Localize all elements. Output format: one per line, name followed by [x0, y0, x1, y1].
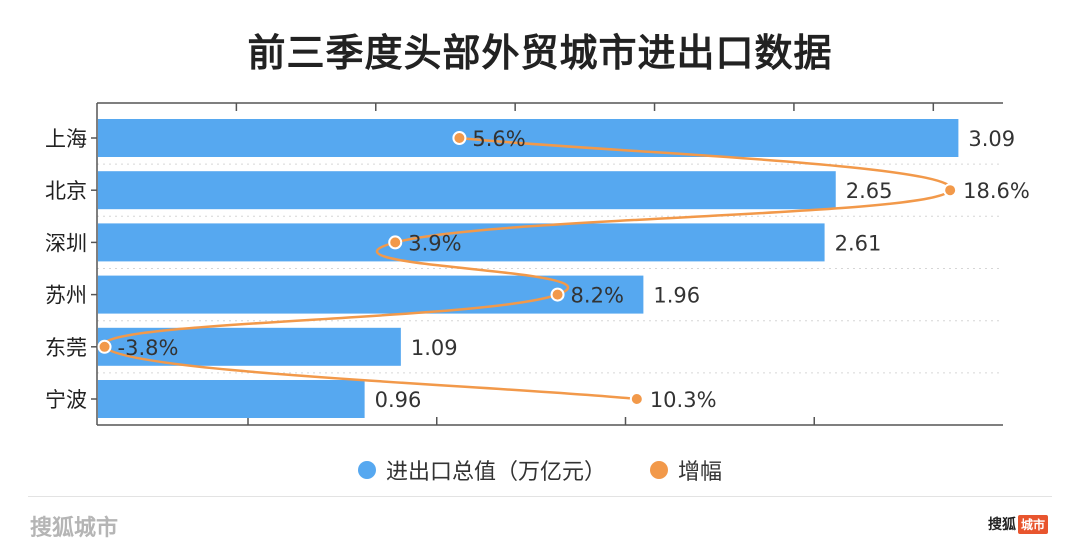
growth-value-label: 8.2%	[571, 284, 624, 308]
growth-point	[943, 183, 958, 198]
category-label: 东莞	[45, 336, 87, 360]
growth-point	[388, 235, 403, 250]
legend-growth-label: 增幅	[678, 460, 723, 485]
footer-logo: 搜狐 城市	[988, 514, 1048, 534]
footer-divider	[28, 496, 1052, 497]
bar-value-label: 1.96	[653, 284, 700, 308]
footer-logo-text: 搜狐	[987, 517, 1016, 533]
legend-growth-swatch	[650, 461, 668, 479]
footer-logo-tag: 城市	[1017, 514, 1048, 534]
legend-total-label: 进出口总值（万亿元）	[385, 460, 606, 485]
growth-value-label: -3.8%	[118, 336, 179, 360]
category-label: 宁波	[45, 388, 87, 412]
growth-point	[97, 339, 112, 354]
category-label: 北京	[45, 179, 87, 203]
bar-value-label: 0.96	[375, 388, 422, 412]
growth-value-label: 18.6%	[963, 179, 1030, 203]
category-label: 上海	[45, 127, 87, 151]
bar	[98, 380, 365, 418]
footer-brand: 搜狐城市	[30, 516, 119, 541]
bar-value-label: 1.09	[411, 336, 458, 360]
bar-value-label: 3.09	[968, 127, 1015, 151]
category-label: 苏州	[45, 284, 87, 308]
legend-item-growth[interactable]: 增幅	[650, 454, 722, 486]
bar	[98, 171, 836, 210]
legend-total-swatch	[357, 461, 376, 479]
bar	[98, 223, 825, 262]
growth-point	[452, 131, 467, 145]
growth-point	[550, 287, 565, 302]
bar	[98, 119, 959, 157]
growth-value-label: 5.6%	[472, 127, 525, 151]
growth-line	[103, 136, 952, 401]
bar-value-label: 2.65	[846, 179, 893, 203]
bar-value-label: 2.61	[835, 231, 882, 255]
growth-value-label: 10.3%	[650, 388, 717, 412]
category-label: 深圳	[45, 231, 87, 255]
growth-point	[629, 392, 644, 406]
legend: 进出口总值（万亿元） 增幅	[0, 454, 1080, 486]
legend-item-total[interactable]: 进出口总值（万亿元）	[357, 454, 606, 486]
growth-value-label: 3.9%	[408, 231, 461, 255]
chart-title: 前三季度头部外贸城市进出口数据	[247, 31, 833, 75]
